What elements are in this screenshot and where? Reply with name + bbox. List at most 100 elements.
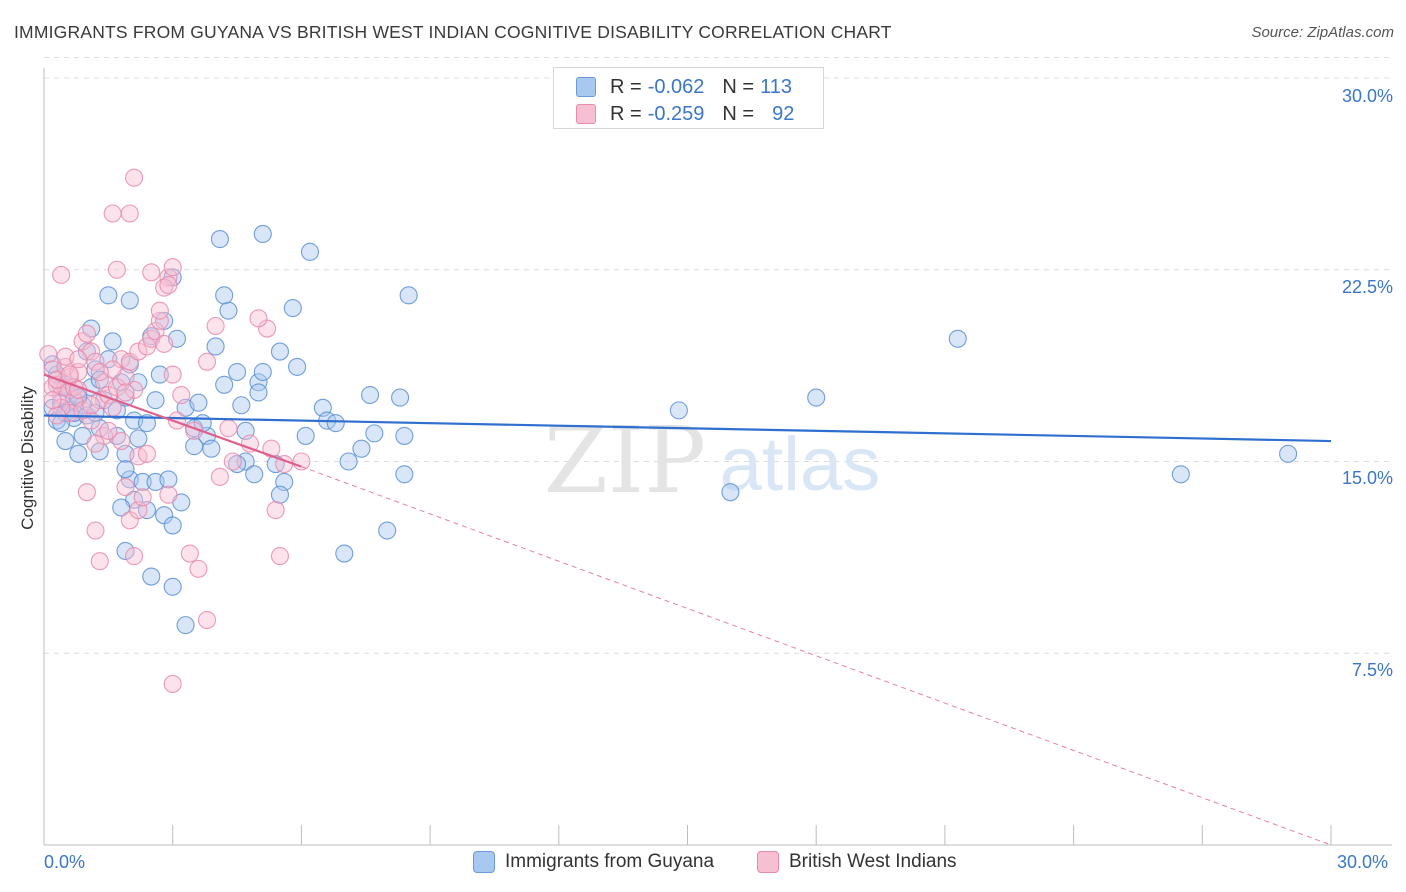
- point-guyana: [378, 521, 397, 540]
- n-value-bwi: 92: [772, 102, 795, 125]
- legend-swatch-bwi: [576, 104, 596, 124]
- point-guyana: [56, 431, 75, 451]
- point-british-west-indians: [43, 391, 62, 410]
- point-british-west-indians: [125, 547, 144, 566]
- point-guyana: [210, 230, 229, 249]
- point-british-west-indians: [77, 483, 96, 502]
- point-guyana: [395, 465, 414, 484]
- point-guyana: [270, 342, 290, 361]
- trend-lines: [43, 373, 1332, 846]
- point-guyana: [326, 414, 345, 433]
- point-guyana: [120, 291, 139, 310]
- point-british-west-indians: [172, 385, 191, 405]
- point-guyana: [1279, 444, 1298, 463]
- y-tick-label-7-5: 7.5%: [1351, 660, 1393, 680]
- point-british-west-indians: [99, 421, 118, 440]
- point-british-west-indians: [197, 610, 217, 630]
- point-guyana: [189, 393, 208, 412]
- point-british-west-indians: [82, 396, 101, 415]
- watermark-atlas: atlas: [720, 422, 881, 507]
- point-guyana: [116, 460, 135, 479]
- point-guyana: [150, 365, 169, 384]
- trend-line-guyana: [43, 414, 1332, 443]
- point-guyana: [163, 577, 182, 596]
- y-tick-label-15: 15.0%: [1341, 468, 1393, 488]
- point-guyana: [245, 465, 264, 484]
- grid-lines: [44, 57, 1392, 654]
- point-guyana: [206, 337, 225, 356]
- point-guyana: [163, 516, 182, 535]
- axes: [43, 68, 1392, 846]
- point-guyana: [339, 452, 358, 471]
- point-guyana: [137, 414, 157, 433]
- chart-title: IMMIGRANTS FROM GUYANA VS BRITISH WEST I…: [14, 22, 892, 42]
- point-guyana: [365, 424, 384, 443]
- point-guyana: [232, 396, 251, 415]
- point-guyana: [399, 286, 418, 305]
- point-guyana: [176, 616, 195, 635]
- point-british-west-indians: [197, 352, 217, 371]
- point-british-west-indians: [137, 444, 157, 463]
- point-british-west-indians: [125, 168, 144, 187]
- point-guyana: [360, 385, 380, 405]
- series-legend: Immigrants from Guyana British West Indi…: [0, 851, 1406, 879]
- point-british-west-indians: [90, 362, 109, 382]
- point-british-west-indians: [163, 365, 182, 384]
- point-british-west-indians: [159, 276, 178, 295]
- point-british-west-indians: [116, 478, 135, 497]
- point-guyana: [133, 472, 152, 492]
- point-british-west-indians: [142, 263, 161, 282]
- n-label: N =: [722, 75, 755, 98]
- point-guyana: [270, 485, 290, 504]
- point-british-west-indians: [120, 204, 139, 223]
- point-british-west-indians: [150, 311, 169, 330]
- legend-item-guyana[interactable]: Immigrants from Guyana: [473, 851, 714, 873]
- point-british-west-indians: [86, 521, 105, 540]
- point-british-west-indians: [163, 258, 182, 277]
- point-guyana: [159, 470, 178, 489]
- r-value-guyana: -0.062: [647, 75, 705, 98]
- point-british-west-indians: [223, 452, 242, 471]
- point-guyana: [300, 242, 320, 261]
- point-guyana: [296, 426, 315, 445]
- point-guyana: [1171, 465, 1190, 484]
- point-british-west-indians: [69, 350, 88, 369]
- point-guyana: [391, 388, 410, 407]
- legend-swatch-bwi: [757, 851, 779, 873]
- point-british-west-indians: [133, 488, 152, 507]
- point-guyana: [721, 483, 740, 502]
- point-british-west-indians: [155, 334, 174, 353]
- stats-legend-row-guyana: R = -0.062 N = 113: [576, 74, 792, 100]
- r-value-bwi: -0.259: [647, 102, 705, 125]
- legend-label-guyana: Immigrants from Guyana: [505, 851, 715, 872]
- n-value-guyana: 113: [760, 75, 792, 98]
- point-british-west-indians: [86, 434, 105, 453]
- x-tick-label-max: 30.0%: [1337, 852, 1389, 872]
- point-british-west-indians: [180, 544, 199, 563]
- point-guyana: [253, 224, 272, 244]
- stats-legend: R = -0.062 N = 113 R = -0.259 N = 92: [553, 67, 824, 129]
- point-guyana: [142, 567, 161, 586]
- point-guyana: [215, 286, 234, 305]
- point-british-west-indians: [112, 431, 131, 451]
- legend-item-bwi[interactable]: British West Indians: [757, 851, 957, 873]
- point-guyana: [146, 391, 165, 410]
- chart-source: Source: ZipAtlas.com: [1251, 24, 1394, 41]
- point-guyana: [395, 426, 414, 445]
- trend-line-bwi-extrapolated: [301, 466, 1332, 846]
- point-british-west-indians: [206, 316, 225, 336]
- series-guyana: [43, 224, 1298, 635]
- point-british-west-indians: [266, 501, 285, 520]
- point-guyana: [288, 357, 307, 376]
- point-british-west-indians: [39, 345, 58, 364]
- point-british-west-indians: [210, 467, 229, 486]
- legend-swatch-guyana: [576, 77, 596, 97]
- point-guyana: [129, 429, 148, 448]
- point-british-west-indians: [90, 552, 109, 571]
- x-tick-label-min: 0.0%: [44, 852, 86, 872]
- point-guyana: [352, 439, 371, 458]
- y-tick-label-22-5: 22.5%: [1341, 277, 1393, 297]
- point-guyana: [948, 329, 967, 348]
- point-british-west-indians: [167, 411, 187, 430]
- point-guyana: [116, 541, 135, 561]
